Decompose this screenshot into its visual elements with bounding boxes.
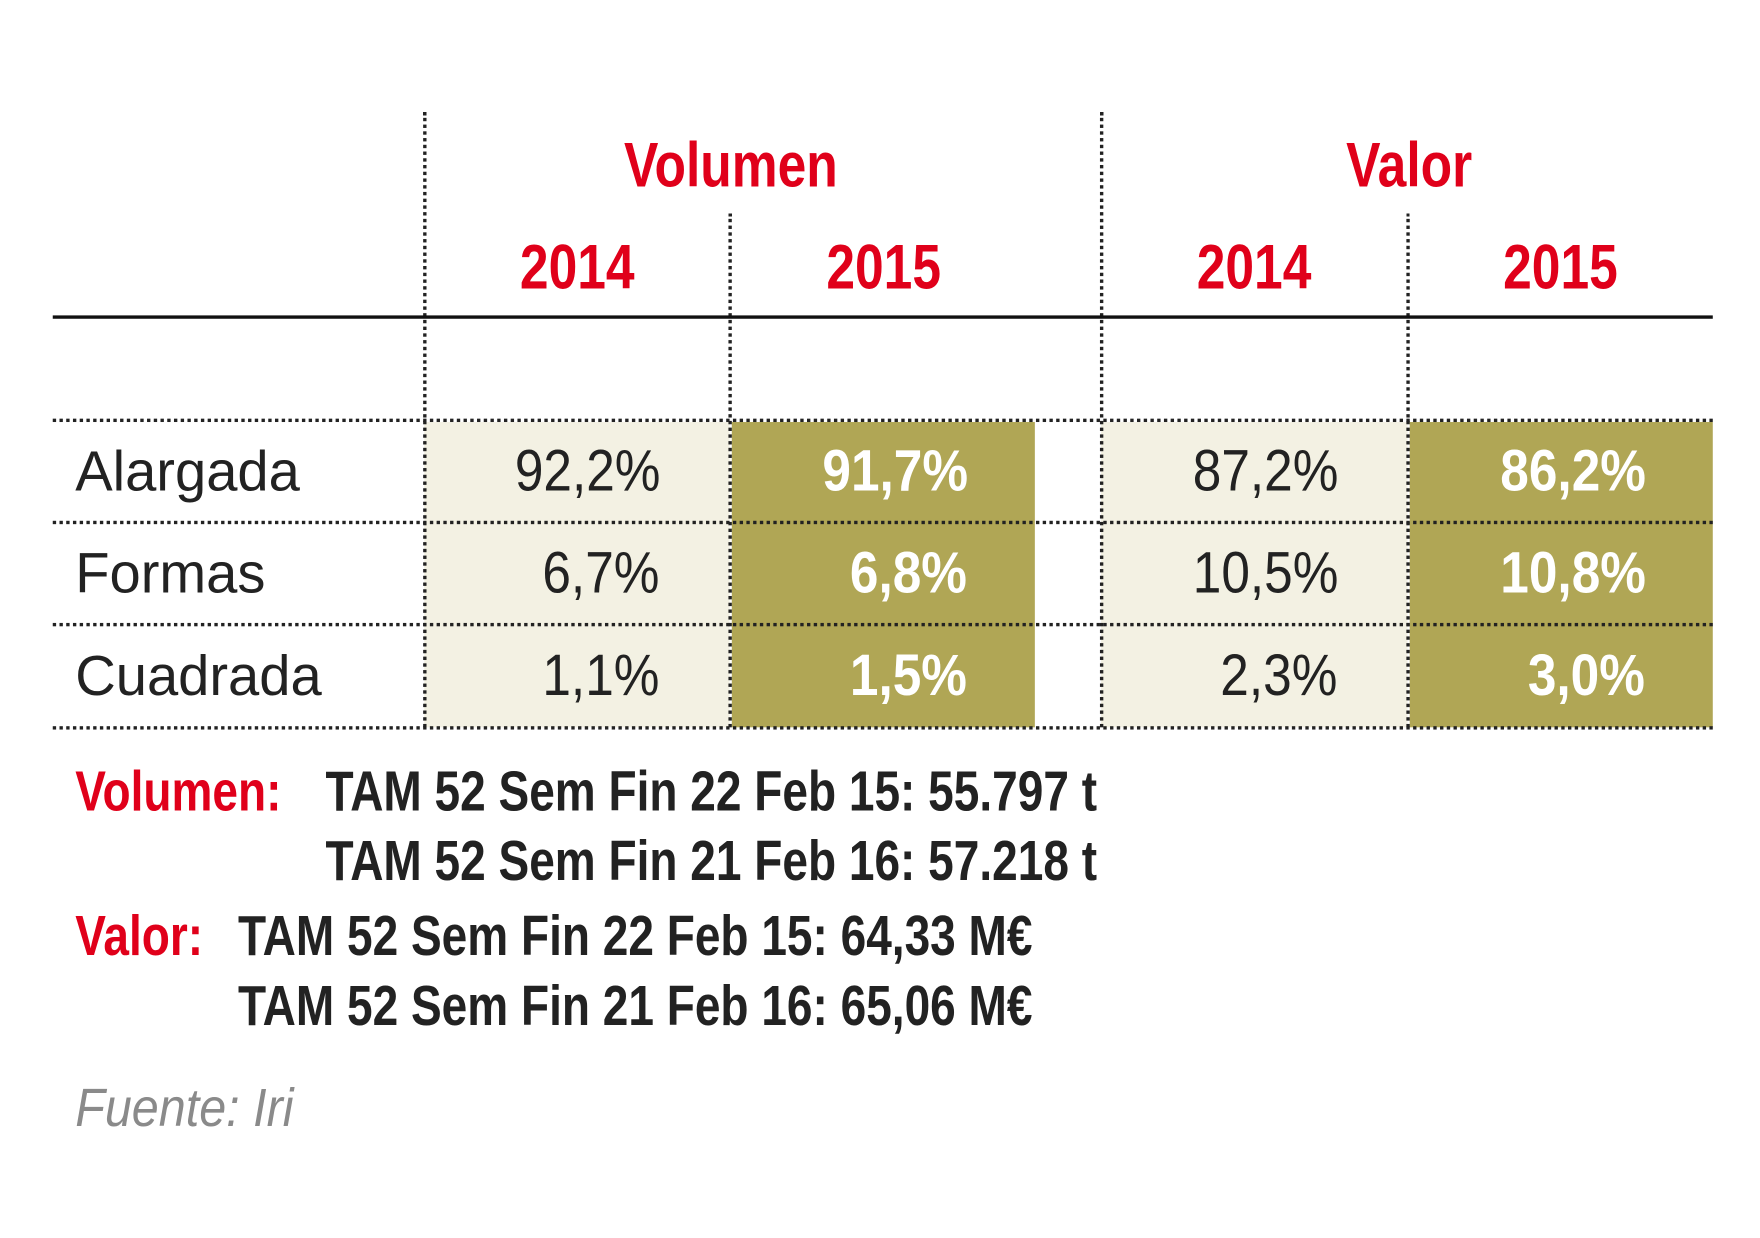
row-label: Formas [75,542,266,605]
cell-value: 86,2% [1354,422,1646,522]
header-rule [52,315,1713,319]
year-header: 2015 [825,231,941,302]
cell-value-text: 1,5% [850,643,968,709]
valor-2015-bg [1409,422,1713,728]
valor-2014-bg [1101,422,1408,728]
cell-value: 92,2% [368,422,660,522]
volumen-note: Volumen: [75,759,282,823]
cell-value: 2,3% [1046,626,1338,726]
cell-value: 6,8% [676,524,968,624]
group-header-valor: Valor [1345,129,1472,200]
cell-value-text: 92,2% [514,438,660,504]
year-header: 2015 [1502,231,1618,302]
cell-value-text: 10,5% [1192,540,1338,607]
cell-value-text: 3,0% [1528,643,1646,709]
cell-value: 6,7% [368,524,660,624]
cell-value: 91,7% [676,422,968,522]
cell-value-text: 91,7% [821,438,968,504]
cell-value-text: 2,3% [1220,643,1338,709]
row-divider [52,418,1713,423]
volumen-note-line: TAM 52 Sem Fin 21 Feb 16: 57.218 t [325,829,1098,893]
volumen-note-line: TAM 52 Sem Fin 22 Feb 15: 55.797 t [325,759,1098,823]
row-divider [52,726,1713,730]
cell-value-text: 1,1% [542,643,660,709]
volumen-2015-bg [731,422,1035,728]
row-divider [52,520,1713,525]
cell-value: 1,1% [368,626,660,726]
year-header: 2014 [519,231,635,302]
valor-note: Valor: [75,904,204,968]
row-label: Cuadrada [75,644,322,708]
cell-value: 1,5% [676,626,968,726]
source-note: Fuente: Iri [75,1078,294,1139]
valor-note-line: TAM 52 Sem Fin 21 Feb 16: 65,06 M€ [237,974,1033,1038]
row-label: Alargada [75,439,300,503]
row-divider [52,622,1713,627]
cell-value-text: 6,8% [850,540,968,607]
cell-value-text: 86,2% [1499,438,1646,504]
divider [1406,213,1410,728]
cell-value-text: 10,8% [1499,540,1646,607]
cell-value: 87,2% [1046,422,1338,522]
volumen-2014-bg [424,422,730,728]
cell-value-text: 87,2% [1192,438,1338,504]
valor-note-line: TAM 52 Sem Fin 22 Feb 15: 64,33 M€ [237,904,1033,968]
cell-value: 3,0% [1354,626,1646,726]
cell-value: 10,5% [1046,524,1338,624]
cell-value: 10,8% [1354,524,1646,624]
group-header-volumen: Volumen [623,129,838,200]
cell-value-text: 6,7% [542,540,660,607]
divider [728,213,732,728]
year-header: 2014 [1196,231,1312,302]
